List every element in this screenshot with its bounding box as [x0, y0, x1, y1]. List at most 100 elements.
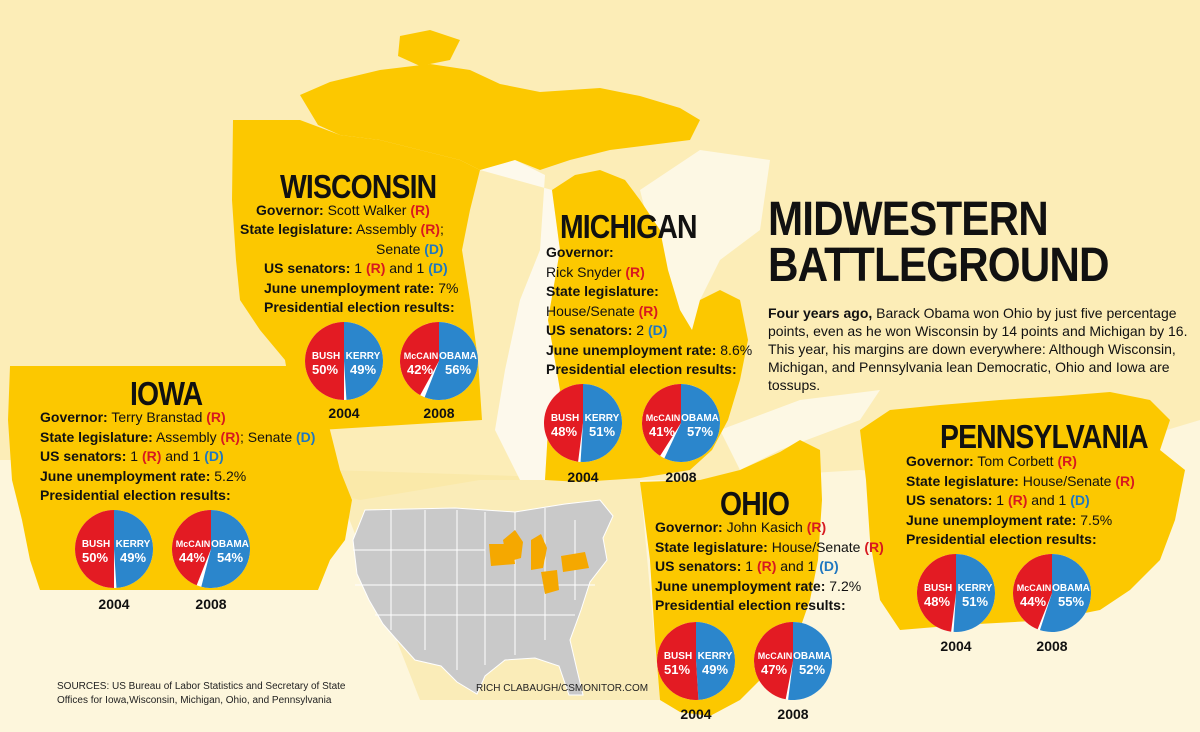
party-badge: (R): [756, 558, 777, 574]
party-badge: (R): [1115, 472, 1135, 489]
party-badge: (R): [206, 409, 226, 425]
label-governor: Governor:: [906, 453, 974, 469]
pie-democrat-pct: 55%: [1058, 594, 1084, 609]
pie-democrat-slice: [664, 384, 720, 462]
governor-name: Scott Walker: [327, 202, 407, 218]
year-label: 2008: [665, 469, 697, 485]
inset-pennsylvania: [561, 552, 589, 572]
pie-republican-label: BUSH: [664, 651, 692, 662]
label-unemployment: June unemployment rate:: [655, 577, 826, 594]
year-label: 2004: [680, 706, 712, 722]
party-badge: (D): [204, 448, 224, 464]
year-label: 2008: [423, 405, 455, 421]
pie-republican-slice: [305, 322, 344, 400]
pie-republican-slice: [754, 622, 793, 700]
party-badge: (R): [864, 538, 884, 555]
iowa-info: Governor: Terry Branstad (R) State legis…: [40, 408, 315, 506]
pie-democrat-label: KERRY: [958, 583, 993, 594]
pie-democrat-label: KERRY: [116, 539, 151, 550]
label-governor: Governor:: [40, 409, 108, 425]
pie-michigan-2008: McCAIN 41% OBAMA 57%: [642, 384, 720, 462]
pie-republican-pct: 47%: [761, 662, 787, 677]
label-senators: US senators:: [264, 260, 351, 276]
label-legislature: State legislature:: [546, 283, 659, 299]
governor-name: Rick Snyder: [546, 263, 622, 280]
inset-iowa: [489, 544, 515, 566]
pie-democrat-label: KERRY: [698, 651, 733, 662]
party-badge: (D): [428, 260, 448, 276]
party-badge: (R): [141, 448, 162, 464]
pie-democrat-label: KERRY: [346, 351, 381, 362]
pie-republican-label: McCAIN: [176, 539, 211, 549]
pie-democrat-pct: 49%: [350, 362, 376, 377]
pennsylvania-info: Governor: Tom Corbett (R) State legislat…: [906, 452, 1135, 550]
pie-republican-slice: [642, 384, 681, 456]
state-title-ohio: OHIO: [720, 485, 790, 522]
pie-ohio-2008: McCAIN 47% OBAMA 52%: [754, 622, 832, 700]
party-badge: (D): [1070, 492, 1090, 508]
separator: ;: [239, 428, 244, 445]
pie-republican-pct: 50%: [312, 362, 338, 377]
headline-line2: BATTLEGROUND: [768, 239, 1110, 292]
pie-republican-label: McCAIN: [646, 413, 681, 423]
pie-michigan-2004: BUSH 48% KERRY 51%: [543, 384, 622, 462]
pie-democrat-label: OBAMA: [681, 413, 719, 424]
chamber-b: Senate: [247, 428, 293, 445]
pie-republican-pct: 48%: [551, 424, 577, 439]
chamber: House/Senate: [1022, 472, 1112, 489]
pie-democrat-pct: 51%: [589, 424, 615, 439]
year-label: 2004: [940, 638, 972, 654]
summary-body: Barack Obama won Ohio by just five perce…: [768, 305, 1188, 393]
chamber-a: Assembly: [155, 428, 217, 445]
year-label: 2004: [98, 596, 130, 612]
party-badge: (R): [806, 519, 827, 535]
party-badge: (R): [625, 263, 645, 280]
label-governor: Governor:: [655, 519, 723, 535]
state-title-wisconsin: WISCONSIN: [280, 168, 437, 205]
senators-count: 1: [996, 492, 1005, 508]
pie-democrat-pct: 49%: [702, 662, 728, 677]
pie-wisconsin-2004: BUSH 50% KERRY 49%: [305, 322, 383, 400]
label-unemployment: June unemployment rate:: [40, 467, 211, 484]
state-title-michigan: MICHIGAN: [560, 208, 697, 245]
party-badge: (D): [424, 240, 444, 257]
pie-ohio-2004: BUSH 51% KERRY 49%: [657, 622, 735, 700]
lake-huron: [640, 150, 770, 400]
pie-democrat-label: OBAMA: [793, 651, 831, 662]
wisconsin-legislature: State legislature: Assembly (R); Senate …: [240, 220, 459, 318]
pie-republican-pct: 50%: [82, 550, 108, 565]
year-label: 2004: [567, 469, 599, 485]
label-legislature: State legislature:: [40, 428, 153, 445]
pie-democrat-pct: 49%: [120, 550, 146, 565]
inset-ohio: [541, 570, 559, 594]
party-badge: (R): [410, 202, 430, 218]
separator: ;: [439, 221, 444, 237]
pie-democrat-pct: 54%: [217, 550, 243, 565]
year-label: 2008: [777, 706, 809, 722]
pie-democrat-slice: [696, 622, 735, 700]
label-unemployment: June unemployment rate:: [264, 279, 435, 296]
unemployment-value: 7.2%: [829, 577, 862, 594]
label-legislature: State legislature:: [906, 472, 1019, 489]
chamber-a: Assembly: [355, 221, 417, 237]
label-governor: Governor:: [256, 202, 324, 218]
party-badge: (R): [420, 221, 440, 237]
senators-count: and 1: [389, 260, 425, 276]
pie-republican-pct: 44%: [1020, 594, 1046, 609]
senators-count: and 1: [165, 448, 201, 464]
inset-michigan: [531, 534, 547, 570]
governor-name: Terry Branstad: [111, 409, 203, 425]
unemployment-value: 5.2%: [214, 467, 247, 484]
pie-republican-slice: [75, 510, 114, 588]
headline-line1: MIDWESTERN: [768, 193, 1049, 246]
pie-democrat-label: OBAMA: [211, 539, 249, 550]
pie-republican-slice: [657, 622, 699, 700]
pie-republican-label: McCAIN: [758, 651, 793, 661]
pie-republican-label: BUSH: [924, 583, 952, 594]
state-title-iowa: IOWA: [130, 375, 203, 412]
